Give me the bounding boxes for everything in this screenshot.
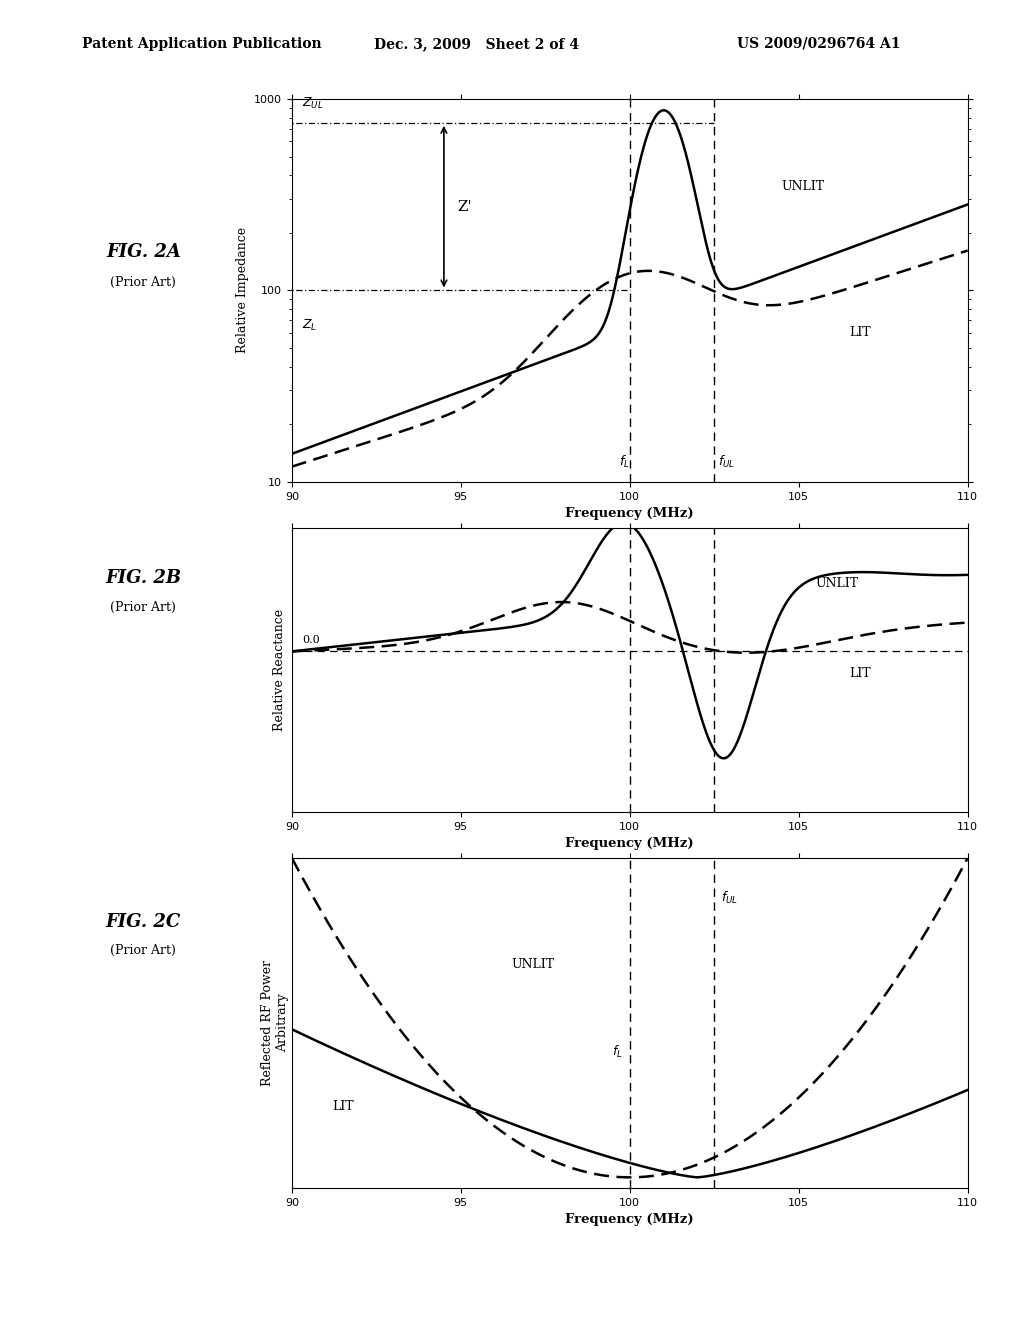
Text: Z': Z' bbox=[458, 199, 472, 214]
Y-axis label: Relative Reactance: Relative Reactance bbox=[273, 609, 287, 731]
Text: $Z_L$: $Z_L$ bbox=[302, 318, 317, 333]
Text: Dec. 3, 2009   Sheet 2 of 4: Dec. 3, 2009 Sheet 2 of 4 bbox=[374, 37, 579, 51]
Text: (Prior Art): (Prior Art) bbox=[111, 944, 176, 957]
Text: $f_L$: $f_L$ bbox=[612, 1044, 623, 1060]
Text: LIT: LIT bbox=[850, 326, 871, 339]
Text: LIT: LIT bbox=[850, 667, 871, 680]
Y-axis label: Relative Impedance: Relative Impedance bbox=[236, 227, 249, 354]
Y-axis label: Reflected RF Power
Arbitrary: Reflected RF Power Arbitrary bbox=[261, 960, 289, 1086]
Text: $Z_{UL}$: $Z_{UL}$ bbox=[302, 96, 324, 111]
Text: UNLIT: UNLIT bbox=[816, 577, 859, 590]
Text: US 2009/0296764 A1: US 2009/0296764 A1 bbox=[737, 37, 901, 51]
Text: UNLIT: UNLIT bbox=[782, 180, 825, 193]
Text: $f_{UL}$: $f_{UL}$ bbox=[721, 890, 738, 906]
Text: LIT: LIT bbox=[333, 1101, 354, 1114]
Text: UNLIT: UNLIT bbox=[512, 958, 555, 972]
Text: FIG. 2C: FIG. 2C bbox=[105, 912, 181, 931]
X-axis label: Frequency (MHz): Frequency (MHz) bbox=[565, 837, 694, 850]
Text: Patent Application Publication: Patent Application Publication bbox=[82, 37, 322, 51]
X-axis label: Frequency (MHz): Frequency (MHz) bbox=[565, 507, 694, 520]
X-axis label: Frequency (MHz): Frequency (MHz) bbox=[565, 1213, 694, 1226]
Text: 0.0: 0.0 bbox=[302, 635, 319, 645]
Text: (Prior Art): (Prior Art) bbox=[111, 276, 176, 289]
Text: $f_{UL}$: $f_{UL}$ bbox=[718, 454, 735, 470]
Text: FIG. 2B: FIG. 2B bbox=[105, 569, 181, 587]
Text: FIG. 2A: FIG. 2A bbox=[105, 243, 181, 261]
Text: $f_L$: $f_L$ bbox=[620, 454, 630, 470]
Text: (Prior Art): (Prior Art) bbox=[111, 601, 176, 614]
